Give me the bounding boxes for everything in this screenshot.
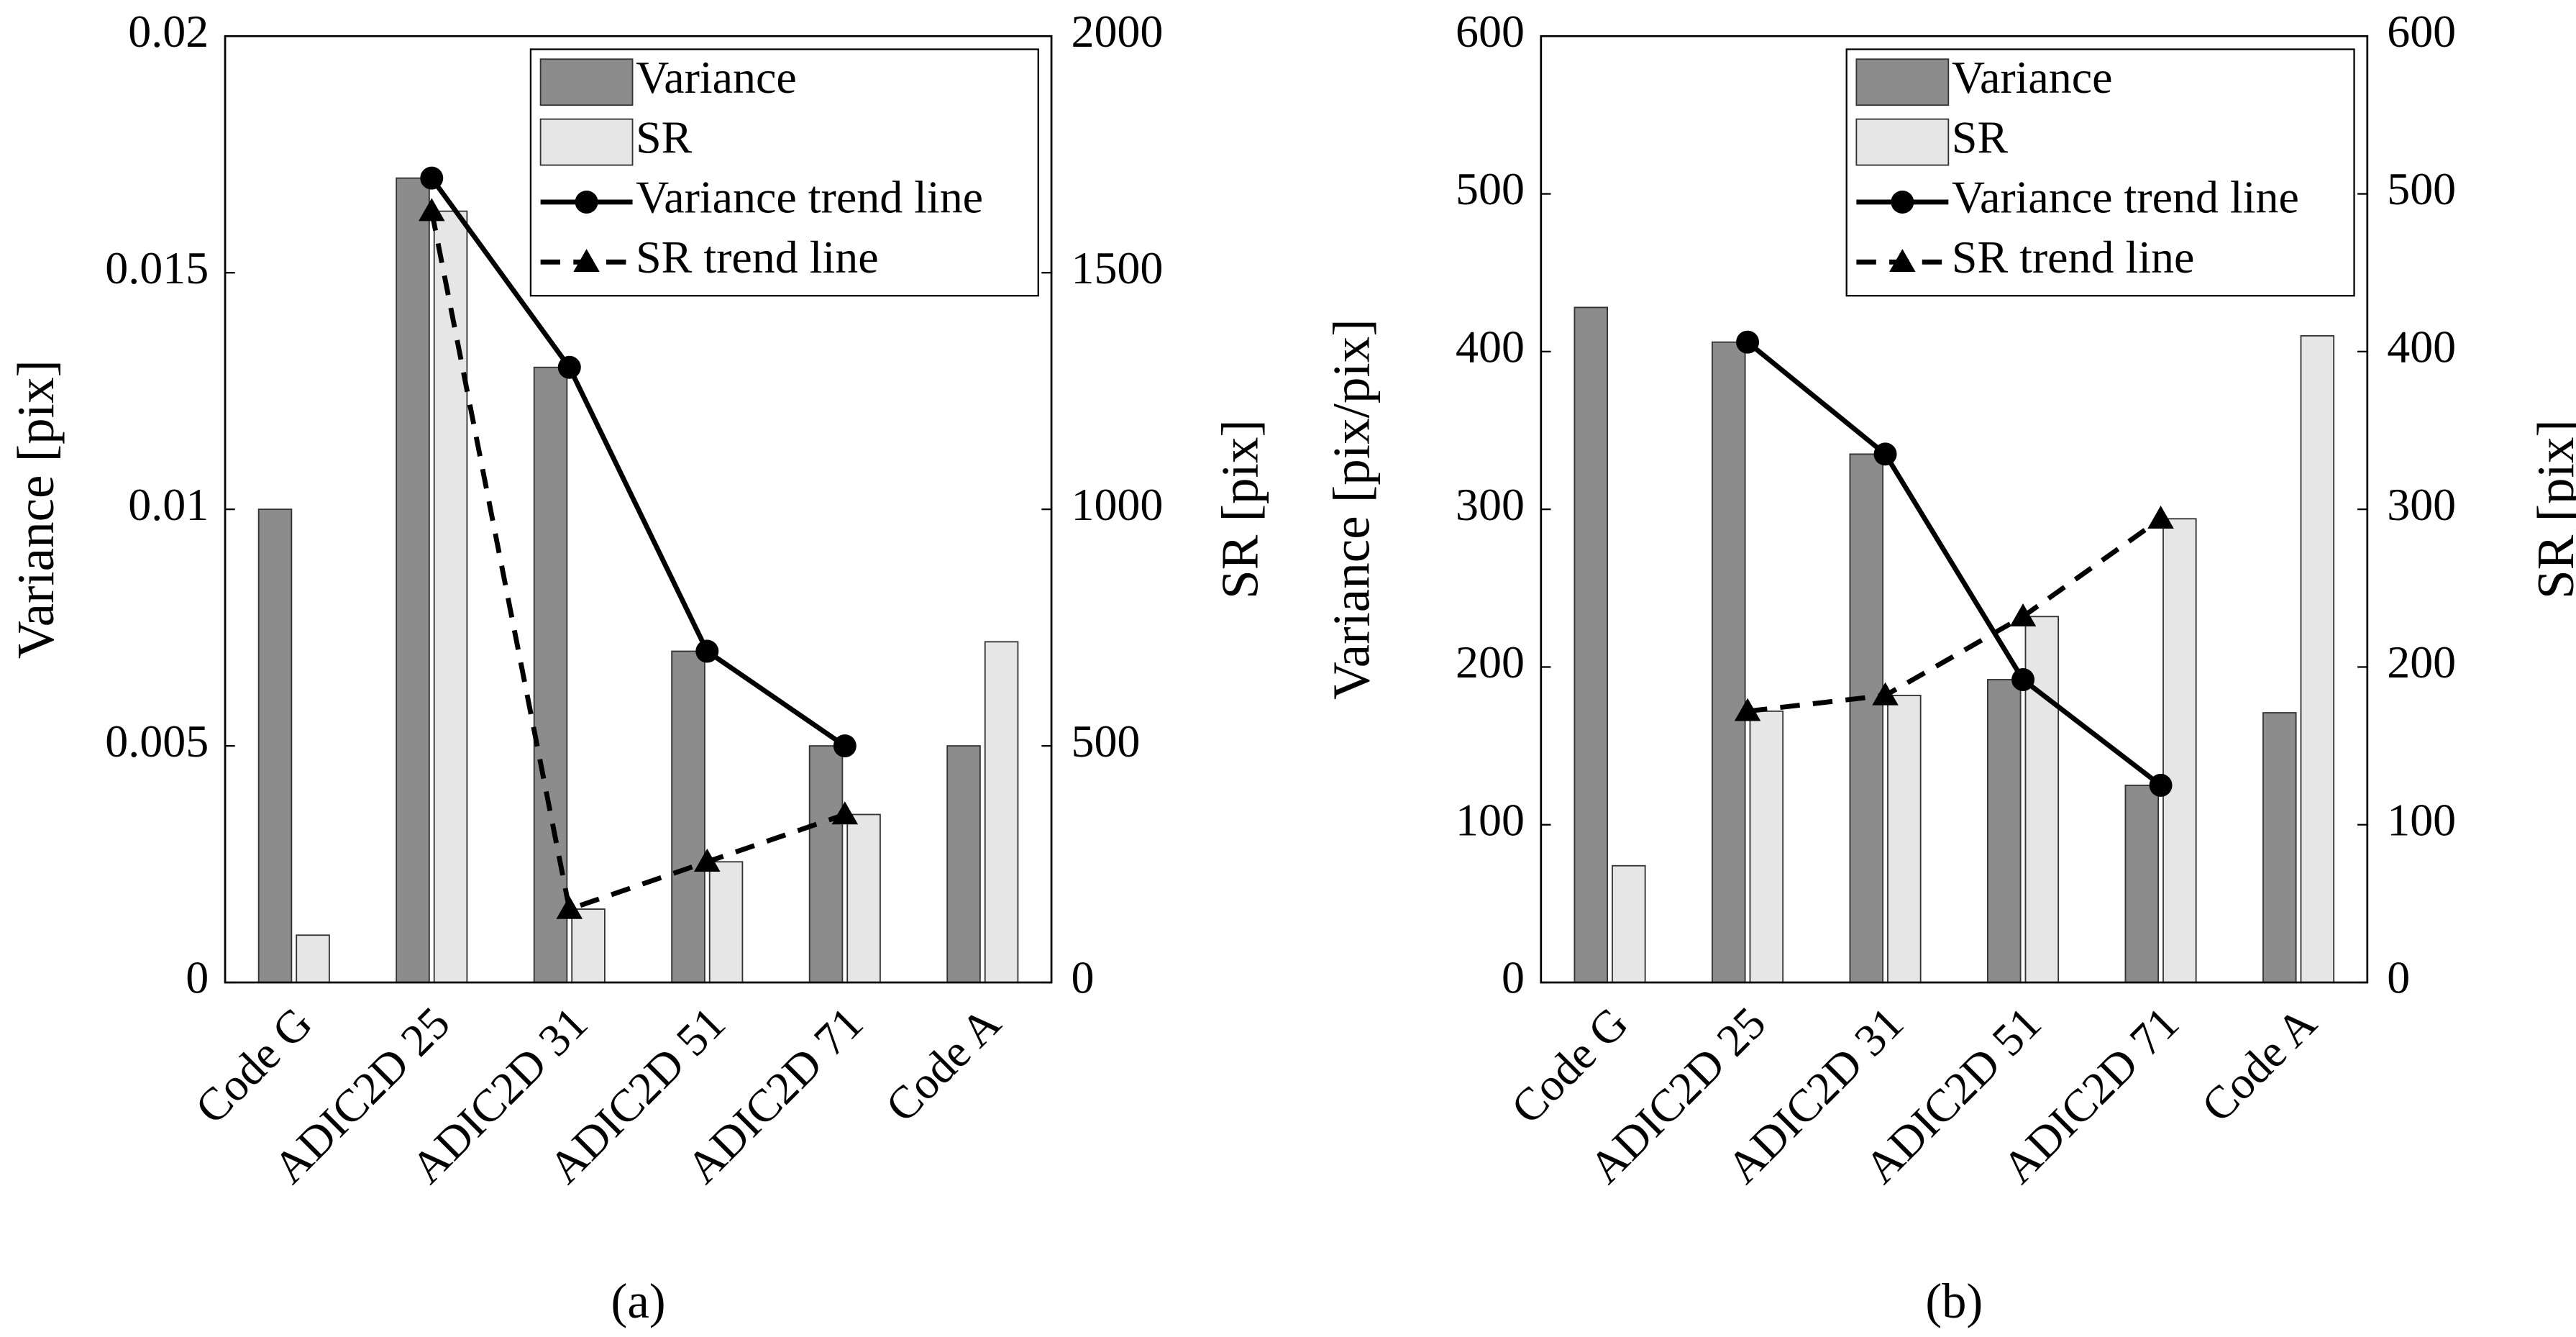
bar — [708, 861, 744, 983]
legend-label: Variance — [1952, 52, 2113, 103]
bar — [296, 934, 330, 983]
marker — [1736, 330, 1760, 354]
bar — [533, 366, 568, 983]
y-axis-label: Variance [pix] — [6, 360, 65, 659]
trend-line — [1745, 340, 2162, 788]
y-tick-label: 400 — [1456, 321, 1525, 373]
y2-tick-label: 0 — [1071, 952, 1094, 1003]
x-tick-label: Code G — [186, 997, 322, 1133]
bar — [1712, 341, 1746, 983]
marker — [1734, 698, 1761, 721]
bar — [2300, 335, 2335, 983]
bar — [571, 908, 606, 983]
y2-tick-label: 2000 — [1071, 6, 1163, 57]
y2-tick-label: 500 — [2387, 163, 2456, 214]
y-axis-label: Variance [pix/pix] — [1323, 319, 1381, 700]
x-tick-label: Code A — [876, 997, 1010, 1131]
bar — [433, 210, 468, 983]
chart: 0 0.005 0.01 0.015 0.02 0 500 1000 1500 2000 Varia… — [6, 6, 1269, 1328]
y2-tick-label: 400 — [2387, 321, 2456, 373]
bar — [257, 508, 293, 983]
marker — [833, 734, 857, 758]
marker — [2009, 603, 2037, 626]
trend-line — [1747, 516, 2162, 714]
bar — [2124, 785, 2160, 983]
y-tick-label: 0.015 — [105, 242, 209, 293]
bar — [1887, 695, 1922, 983]
marker — [831, 801, 859, 825]
bar — [984, 641, 1019, 983]
y2-tick-label: 500 — [1071, 716, 1140, 767]
y2-tick-label: 200 — [2387, 636, 2456, 688]
marker — [2149, 773, 2173, 797]
bar — [1849, 453, 1884, 983]
legend-label: SR trend line — [1952, 232, 2195, 283]
legend-label: Variance trend line — [636, 172, 983, 223]
marker — [419, 198, 445, 222]
y-tick-label: 600 — [1456, 6, 1525, 57]
bar — [1574, 306, 1609, 983]
bar — [1987, 679, 2022, 983]
marker — [556, 895, 583, 919]
y2-tick-label: 1500 — [1071, 242, 1163, 293]
legend-label: Variance trend line — [1952, 172, 2299, 223]
y-tick-label: 0.01 — [128, 479, 209, 530]
bar — [808, 745, 844, 983]
y-tick-label: 500 — [1456, 163, 1525, 214]
bar — [396, 177, 430, 983]
bar — [2162, 518, 2197, 983]
bar — [1749, 710, 1784, 983]
y2-tick-label: 100 — [2387, 794, 2456, 845]
y-tick-label: 100 — [1456, 794, 1525, 845]
y2-axis-label: SR [pix] — [1210, 419, 1269, 599]
legend-swatch — [1855, 58, 1950, 106]
y2-axis-label: SR [pix] — [2526, 419, 2576, 599]
marker — [557, 355, 581, 379]
y2-tick-label: 0 — [2387, 952, 2410, 1003]
legend-swatch — [539, 118, 634, 166]
x-tick-label: Code G — [1501, 997, 1638, 1133]
y-tick-label: 0 — [1502, 952, 1525, 1003]
plot-frame — [1540, 35, 2369, 984]
marker — [1872, 682, 1899, 706]
y-tick-label: 0 — [186, 952, 209, 1003]
trend-line — [429, 211, 846, 913]
legend-label: SR trend line — [636, 232, 879, 283]
bar — [946, 745, 981, 983]
bar — [671, 650, 705, 983]
legend-marker — [575, 190, 598, 214]
marker — [1873, 442, 1897, 466]
caption: (a) — [611, 1274, 666, 1328]
legend-swatch — [539, 58, 634, 106]
marker — [694, 849, 721, 872]
legend-label: Variance — [636, 52, 797, 103]
legend-label: SR — [1952, 111, 2009, 163]
y-tick-label: 0.02 — [128, 6, 209, 57]
marker — [2011, 667, 2035, 691]
y2-tick-label: 600 — [2387, 6, 2456, 57]
legend-marker — [1891, 190, 1914, 214]
bar — [2262, 712, 2297, 983]
x-tick-label: Code A — [2191, 997, 2326, 1131]
y-tick-label: 200 — [1456, 636, 1525, 688]
chart: 0 100 200 300 400 500 600 0 100 200 300 400 500 600 Va… — [1323, 6, 2576, 1328]
legend-swatch — [1855, 118, 1950, 166]
y2-tick-label: 1000 — [1071, 479, 1163, 530]
caption: (b) — [1925, 1274, 1983, 1328]
marker — [2147, 506, 2174, 529]
trend-line — [429, 176, 846, 748]
marker — [420, 166, 444, 190]
y-tick-label: 0.005 — [105, 716, 209, 767]
legend-marker — [1889, 249, 1916, 273]
y-tick-label: 300 — [1456, 479, 1525, 530]
marker — [695, 639, 719, 663]
plot-frame — [224, 35, 1053, 984]
bar — [846, 813, 881, 983]
legend-label: SR — [636, 111, 693, 163]
legend-marker — [573, 249, 600, 273]
bar — [1612, 864, 1646, 983]
y2-tick-label: 300 — [2387, 479, 2456, 530]
